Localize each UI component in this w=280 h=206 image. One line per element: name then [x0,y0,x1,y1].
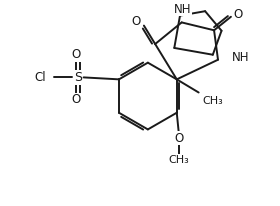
Text: O: O [233,8,242,21]
Text: O: O [131,15,141,28]
Text: O: O [71,48,80,61]
Text: NH: NH [232,51,249,64]
Text: O: O [174,132,183,145]
Text: O: O [71,94,80,107]
Text: Cl: Cl [35,71,46,84]
Text: CH₃: CH₃ [168,155,189,165]
Text: S: S [74,71,82,84]
Text: NH: NH [174,2,192,15]
Text: CH₃: CH₃ [202,96,223,107]
